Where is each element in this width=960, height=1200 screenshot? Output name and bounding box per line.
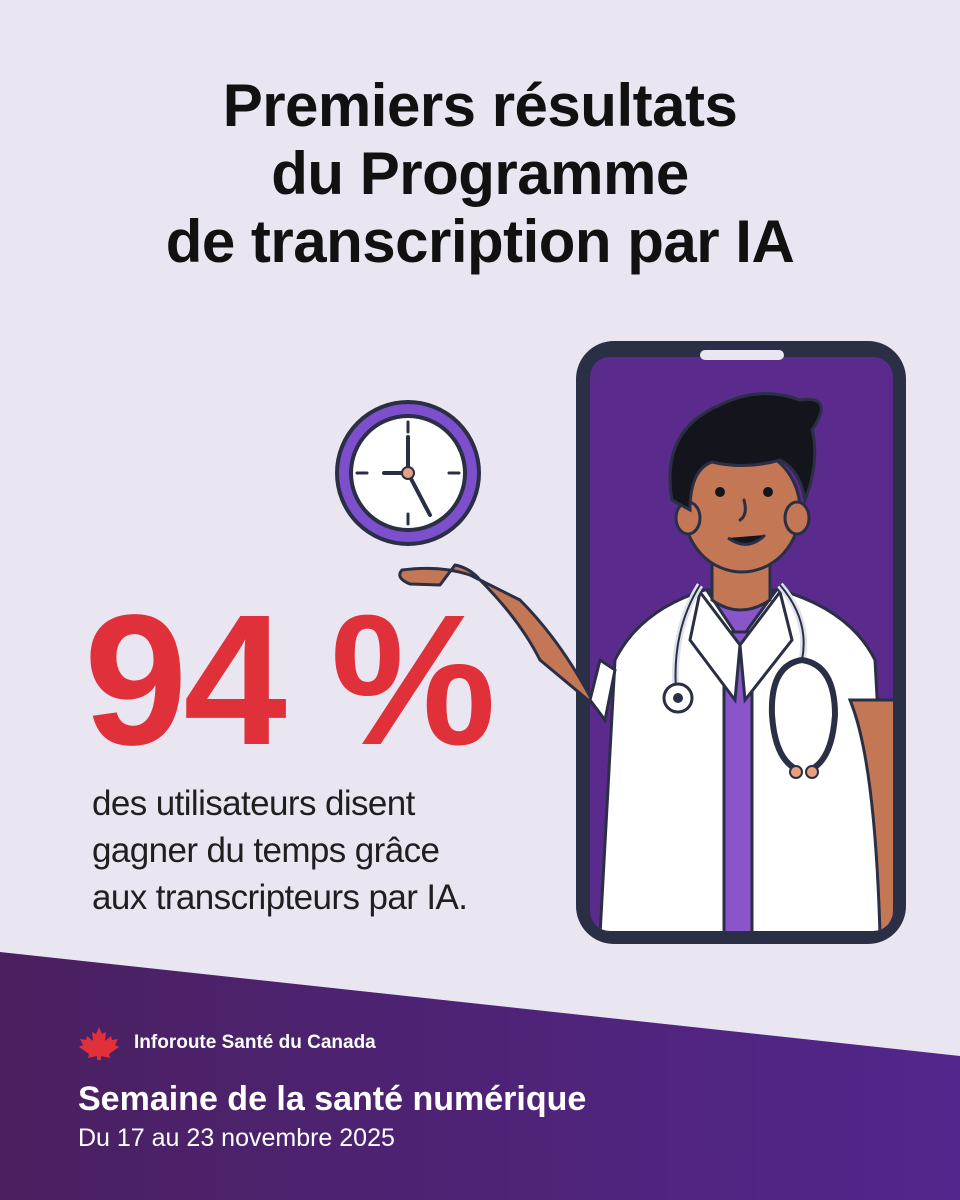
page-title: Premiers résultats du Programme de trans…	[0, 72, 960, 276]
stat-caption: des utilisateurs disent gagner du temps …	[92, 780, 552, 921]
title-line-1: Premiers résultats	[222, 72, 738, 139]
event-dates: Du 17 au 23 novembre 2025	[78, 1124, 395, 1152]
event-title: Semaine de la santé numérique	[78, 1080, 587, 1118]
maple-leaf-icon	[79, 1027, 119, 1060]
organization-name: Inforoute Santé du Canada	[134, 1032, 376, 1053]
stat-value: 94 %	[84, 577, 496, 784]
doctor-arm-illustration	[398, 563, 602, 712]
clock-icon	[335, 400, 481, 546]
stat-caption-line-2: gagner du temps grâce	[92, 831, 440, 870]
organization: Inforoute Santé du Canada	[78, 1026, 376, 1060]
title-line-3: de transcription par IA	[165, 208, 795, 275]
title-line-2: du Programme	[271, 140, 689, 207]
stat-caption-line-3: aux transcripteurs par IA.	[92, 878, 468, 917]
doctor-illustration	[598, 392, 893, 931]
stat-caption-line-1: des utilisateurs disent	[92, 784, 415, 823]
